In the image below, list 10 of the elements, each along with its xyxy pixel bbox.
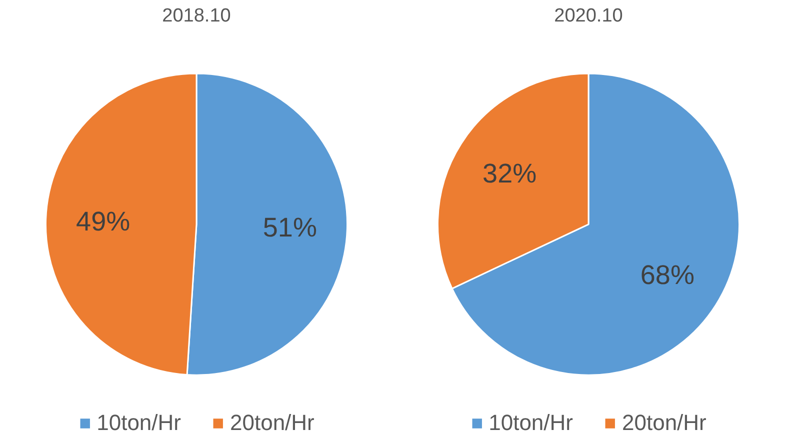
chart-title: 2020.10 (554, 6, 623, 26)
chart-title: 2018.10 (162, 6, 231, 26)
data-label: 68% (640, 260, 694, 290)
legend-label: 10ton/Hr (488, 410, 573, 436)
legend-label: 20ton/Hr (230, 410, 314, 436)
data-label: 49% (76, 206, 130, 236)
data-label: 51% (262, 212, 317, 242)
legend-label: 20ton/Hr (622, 410, 706, 436)
data-label: 32% (482, 158, 537, 189)
legend-label: 10ton/Hr (96, 410, 181, 436)
